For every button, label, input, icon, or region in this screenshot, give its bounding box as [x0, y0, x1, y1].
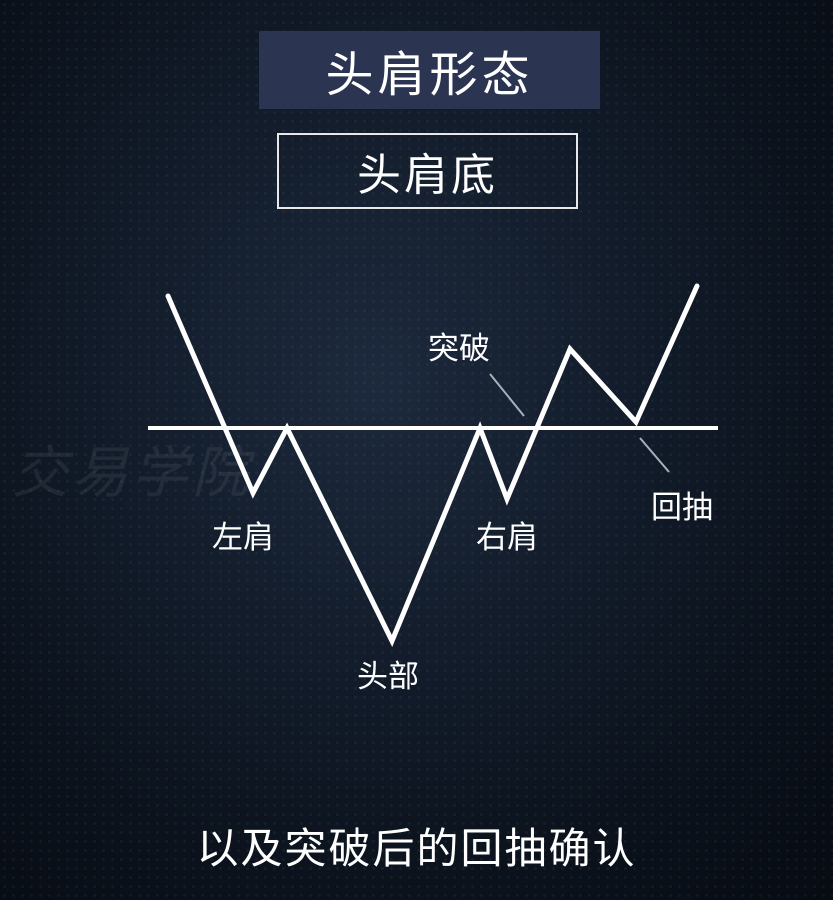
label-left-shoulder: 左肩: [212, 520, 274, 556]
pullback-pointer: [639, 437, 670, 473]
pattern-subtitle: 头肩底: [277, 133, 578, 209]
price-path: [165, 283, 700, 648]
page-title-text: 头肩形态: [325, 47, 534, 103]
label-head: 头部: [357, 659, 419, 695]
watermark: 交易学院: [12, 441, 252, 506]
label-breakout: 突破: [428, 331, 490, 367]
label-right-shoulder: 右肩: [476, 520, 538, 556]
page-title: 头肩形态: [259, 31, 600, 109]
breakout-pointer: [489, 373, 525, 417]
pattern-subtitle-text: 头肩底: [357, 150, 498, 201]
label-pullback: 回抽: [651, 490, 713, 526]
caption-subtitle: 以及突破后的回抽确认: [196, 824, 637, 873]
